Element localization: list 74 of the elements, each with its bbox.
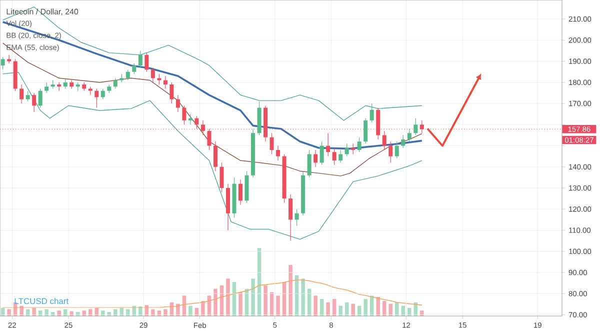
candlestick	[163, 76, 168, 90]
candlestick	[314, 150, 318, 168]
candlestick	[138, 50, 142, 68]
bar	[338, 306, 342, 316]
candlestick	[388, 141, 393, 163]
candlestick	[113, 78, 118, 90]
bar	[264, 285, 268, 316]
candlestick	[32, 92, 36, 112]
candlestick	[407, 128, 412, 142]
candlestick	[357, 136, 362, 152]
bar	[351, 304, 355, 316]
bar	[364, 299, 368, 316]
candlestick	[63, 78, 68, 90]
candlestick	[94, 88, 99, 108]
candlestick	[176, 94, 180, 112]
candlestick	[276, 145, 280, 161]
candlestick	[170, 82, 174, 104]
candlestick	[44, 82, 49, 94]
bar	[251, 278, 255, 316]
bar	[376, 296, 380, 316]
candlestick	[401, 134, 406, 148]
candlestick	[307, 150, 312, 178]
bar	[395, 302, 399, 316]
candlestick	[132, 63, 136, 74]
bar	[164, 309, 168, 316]
annotation: LTCUSD chart	[14, 298, 69, 304]
candlestick	[332, 148, 336, 166]
bar	[214, 288, 218, 316]
bar	[408, 308, 412, 316]
candlestick	[326, 132, 330, 157]
candlestick	[320, 141, 324, 166]
candlestick	[194, 116, 199, 130]
candlestick	[126, 69, 130, 81]
bar	[201, 301, 205, 316]
bar	[326, 302, 330, 316]
candlestick	[100, 88, 105, 100]
candlestick	[20, 84, 24, 104]
bar	[114, 309, 118, 316]
candlestick	[188, 114, 192, 125]
bar	[7, 309, 11, 316]
candlestick	[7, 54, 12, 64]
candlestick	[38, 88, 42, 108]
bar	[188, 306, 192, 316]
bar	[88, 309, 92, 316]
candlestick	[344, 143, 349, 157]
candlestick	[213, 141, 218, 172]
candlestick	[370, 103, 374, 123]
candlestick	[351, 143, 356, 154]
candlestick	[270, 132, 274, 154]
candlestick	[414, 118, 418, 136]
candlestick	[364, 118, 368, 144]
candlestick	[144, 52, 149, 72]
bar	[226, 278, 230, 316]
bar	[151, 309, 155, 316]
bar	[288, 265, 292, 316]
bar	[238, 292, 242, 316]
candlestick	[182, 105, 186, 125]
bar	[138, 306, 142, 316]
bar	[276, 296, 280, 316]
candlestick	[238, 179, 243, 206]
bar	[32, 308, 36, 316]
candlestick	[220, 162, 224, 193]
bar	[126, 309, 130, 316]
candlestick	[26, 90, 30, 102]
candlestick	[150, 67, 155, 83]
candlestick	[157, 74, 162, 85]
candlestick	[0, 56, 5, 70]
candlestick	[294, 208, 299, 226]
bar	[314, 296, 318, 316]
bar	[301, 278, 305, 316]
candlestick	[338, 150, 343, 163]
candlestick	[288, 194, 293, 242]
candlestick	[394, 141, 399, 159]
bar	[44, 309, 48, 316]
